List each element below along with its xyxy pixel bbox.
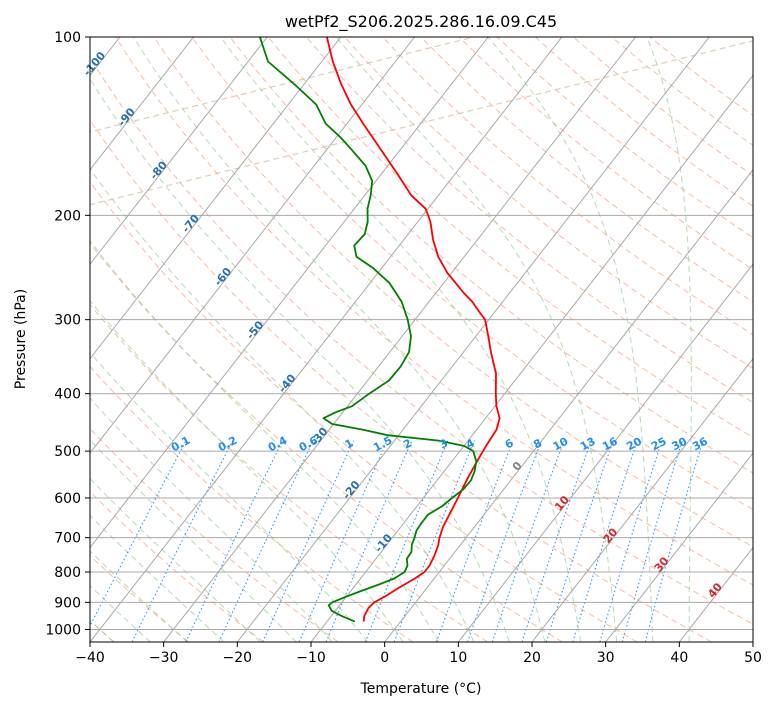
y-tick-label: 600 xyxy=(54,491,81,507)
isotherm-line xyxy=(90,37,268,266)
moist-adiabat-line xyxy=(90,585,151,642)
mixing-ratio-line xyxy=(572,440,638,642)
dry-adiabat-line xyxy=(191,37,753,511)
isotherm-line xyxy=(384,168,753,642)
reference-lines xyxy=(90,37,753,642)
y-tick-label: 700 xyxy=(54,531,81,547)
moist-adiabat-line xyxy=(90,239,439,642)
mixing-ratio-line xyxy=(467,440,542,642)
mixing-ratio-line xyxy=(131,440,234,642)
moist-adiabat-line xyxy=(335,37,618,642)
sounding-traces xyxy=(259,37,501,623)
moist-adiabat-line xyxy=(90,351,369,642)
x-tick-label: −40 xyxy=(75,650,105,666)
mixing-ratio-label: 30 xyxy=(670,434,690,453)
y-axis-label: Pressure (hPa) xyxy=(13,289,29,389)
temperature-series xyxy=(326,37,501,622)
y-tick-label: 500 xyxy=(54,444,81,460)
isotherm-line xyxy=(90,37,342,360)
mixing-ratio-line xyxy=(644,440,704,642)
dewpoint-series xyxy=(259,37,478,623)
mixing-ratio-line xyxy=(621,440,683,642)
y-tick-label: 100 xyxy=(54,30,81,46)
y-tick-label: 800 xyxy=(54,565,81,581)
mixing-ratio-line xyxy=(298,440,388,642)
mixing-ratio-line xyxy=(325,440,413,642)
isotherm-line xyxy=(90,37,194,171)
x-tick-label: 30 xyxy=(597,650,615,666)
isotherm-line xyxy=(605,452,753,642)
x-tick-label: 0 xyxy=(380,650,389,666)
dewpoint-line xyxy=(259,37,478,623)
dry-adiabat-line xyxy=(90,303,488,642)
moist-adiabat-line xyxy=(132,37,546,642)
y-tick-label: 1000 xyxy=(45,622,81,638)
dry-adiabat-line xyxy=(229,37,753,474)
mixing-ratio-label: 16 xyxy=(600,435,620,454)
dry-adiabat-line xyxy=(267,37,753,438)
mixing-ratio-label: 20 xyxy=(624,434,644,453)
moist-adiabat-line xyxy=(90,477,261,642)
y-axis-ticks: 100 200 300 400 500 600 700 800 900 1000 xyxy=(45,30,90,638)
isotherm-line xyxy=(457,263,753,642)
moist-adiabat-line xyxy=(220,37,582,642)
dry-adiabat-line xyxy=(90,56,753,625)
x-tick-label: 40 xyxy=(670,650,688,666)
moist-adiabat-line xyxy=(90,514,225,642)
x-tick-label: 50 xyxy=(744,650,762,666)
moist-adiabat-line xyxy=(90,439,297,642)
dry-adiabat-line xyxy=(90,181,638,642)
isotherm-line xyxy=(90,37,415,454)
mixing-ratio-line xyxy=(491,440,565,642)
chart-title: wetPf2_S206.2025.286.16.09.C45 xyxy=(285,12,557,32)
mixing-ratio-line xyxy=(262,440,355,642)
dry-adiabat-line xyxy=(90,427,339,642)
isotherm-line xyxy=(163,37,636,642)
mixing-ratio-line xyxy=(599,440,663,642)
mixing-ratio-label: 10 xyxy=(551,435,571,454)
isotherm-line xyxy=(90,37,489,549)
dry-adiabat-line xyxy=(420,37,753,303)
isotherm-line xyxy=(236,37,710,642)
mixing-ratio-label: 13 xyxy=(578,435,598,454)
moist-adiabat-line xyxy=(90,77,510,642)
mixing-ratio-label: 25 xyxy=(649,435,669,454)
moist-adiabat-line xyxy=(90,167,475,642)
dry-adiabat-line xyxy=(90,242,563,642)
mixing-ratio-label: 36 xyxy=(690,435,710,454)
y-tick-label: 300 xyxy=(54,313,81,329)
x-tick-label: 20 xyxy=(523,650,541,666)
dry-adiabat-line xyxy=(382,37,753,336)
dry-adiabat-line xyxy=(90,554,190,642)
x-tick-label: 10 xyxy=(449,650,467,666)
isotherm-line xyxy=(531,357,753,642)
y-tick-label: 900 xyxy=(54,595,81,611)
x-tick-label: −20 xyxy=(223,650,253,666)
plot-frame xyxy=(89,36,754,643)
pressure-gridlines xyxy=(90,37,753,630)
moist-adiabat-line xyxy=(487,37,654,642)
x-tick-label: −10 xyxy=(296,650,326,666)
isotherm-line xyxy=(310,74,753,642)
x-axis-ticks: −40 −30 −20 −10 0 10 20 30 40 50 xyxy=(75,642,762,666)
y-tick-label: 200 xyxy=(54,208,81,224)
dry-adiabat-line xyxy=(115,37,753,586)
plot-area xyxy=(90,37,753,642)
moist-adiabat-line xyxy=(90,300,404,642)
temperature-line xyxy=(326,37,501,622)
x-axis-label: Temperature (°C) xyxy=(360,681,482,697)
y-tick-label: 400 xyxy=(54,387,81,403)
moist-adiabat-line xyxy=(646,37,692,642)
isotherm-line xyxy=(90,37,563,642)
x-tick-label: −30 xyxy=(149,650,179,666)
moist-adiabat-line xyxy=(90,550,188,642)
